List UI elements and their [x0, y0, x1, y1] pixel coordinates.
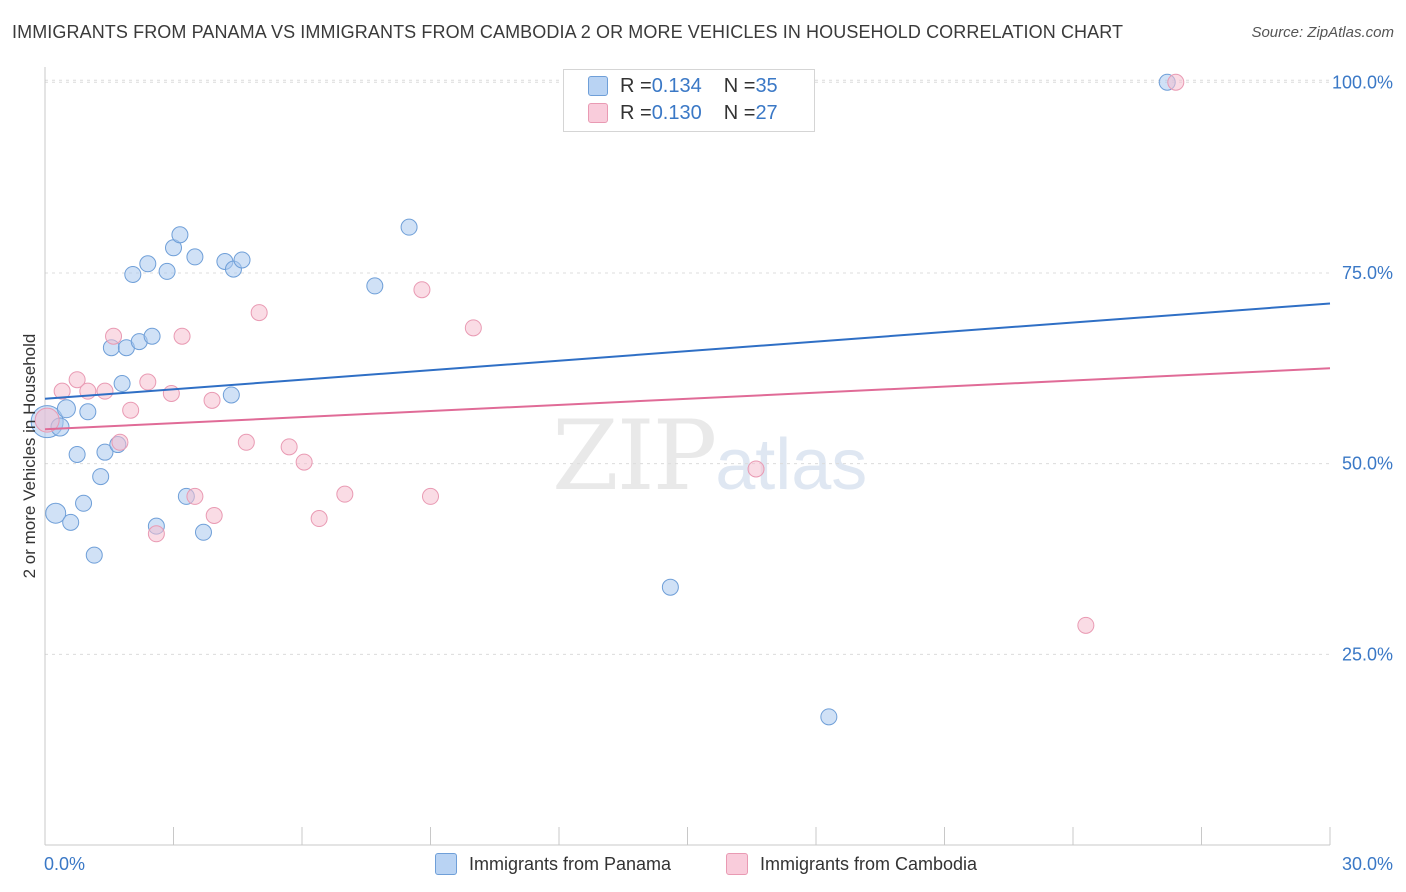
panama-point-15	[124, 265, 142, 283]
panama-point-10	[96, 443, 114, 461]
panama-point-29	[233, 251, 251, 269]
y-tick-label-1: 50.0%	[1342, 454, 1393, 474]
panama-point-33	[820, 708, 838, 726]
panama-r-value: 0.134	[651, 74, 702, 97]
panama-point-20	[158, 262, 176, 280]
chart-title: IMMIGRANTS FROM PANAMA VS IMMIGRANTS FRO…	[12, 22, 1124, 42]
series-name-panama: Immigrants from Panama	[469, 853, 672, 874]
cambodia-point-19	[310, 510, 328, 528]
y-axis-label: 2 or more Vehicles in Household	[20, 333, 39, 579]
cambodia-r-value: 0.130	[651, 101, 702, 124]
cambodia-point-22	[422, 487, 439, 505]
panama-point-9	[92, 468, 110, 486]
panama-point-25	[194, 523, 212, 541]
panama-point-27	[222, 386, 240, 404]
watermark-zip: ZIP	[552, 400, 717, 512]
watermark-atlas: atlas	[715, 425, 868, 505]
panama-point-24	[186, 248, 204, 266]
panama-point-6	[75, 494, 93, 512]
cambodia-point-8	[139, 373, 157, 391]
cambodia-point-18	[295, 453, 313, 471]
legend-row-panama: R = 0.134 N = 35	[588, 74, 778, 98]
legend-row-cambodia: R = 0.130 N = 27	[588, 101, 778, 125]
cambodia-point-24	[747, 460, 765, 478]
cambodia-n-value: 27	[755, 101, 778, 124]
source-label: Source: ZipAtlas.com	[1251, 24, 1394, 41]
panama-point-17	[139, 255, 157, 273]
cambodia-point-6	[111, 433, 129, 451]
cambodia-swatch	[588, 103, 608, 123]
cambodia-point-25	[1077, 616, 1095, 634]
panama-r-label: R =	[620, 74, 652, 97]
panama-point-31	[400, 218, 418, 236]
y-tick-label-0: 25.0%	[1342, 644, 1393, 664]
panama-point-18	[143, 327, 161, 345]
cambodia-point-13	[203, 391, 221, 409]
panama-point-30	[366, 277, 384, 295]
series-swatch-panama	[435, 853, 457, 875]
cambodia-point-0	[34, 407, 60, 433]
cambodia-point-16	[250, 304, 268, 322]
cambodia-point-5	[105, 327, 123, 345]
cambodia-point-17	[280, 438, 298, 456]
cambodia-point-12	[186, 487, 204, 505]
cambodia-point-15	[237, 433, 255, 451]
panama-swatch	[588, 76, 608, 96]
cambodia-point-2	[68, 371, 86, 389]
panama-point-13	[113, 375, 131, 393]
y-tick-label-2: 75.0%	[1342, 263, 1393, 283]
panama-point-22	[171, 226, 189, 244]
series-legend-panama: Immigrants from Panama	[435, 851, 671, 877]
cambodia-point-23	[464, 319, 482, 337]
x-tick-label-0: 0.0%	[44, 854, 85, 874]
correlation-legend: R = 0.134 N = 35 R = 0.130 N = 27	[563, 69, 815, 132]
watermark: ZIPatlas	[552, 400, 867, 512]
cambodia-point-26	[1167, 73, 1185, 91]
cambodia-point-10	[162, 384, 180, 402]
panama-point-3	[56, 399, 76, 419]
panama-point-4	[62, 513, 80, 531]
cambodia-point-20	[336, 485, 354, 503]
panama-point-5	[68, 445, 86, 463]
panama-point-7	[79, 403, 97, 421]
cambodia-point-14	[205, 506, 223, 524]
cambodia-point-4	[96, 382, 114, 400]
series-name-cambodia: Immigrants from Cambodia	[760, 853, 978, 874]
y-tick-label-3: 100.0%	[1332, 72, 1393, 92]
panama-point-32	[661, 578, 679, 596]
panama-n-value: 35	[755, 74, 778, 97]
cambodia-point-1	[53, 382, 71, 400]
cambodia-point-11	[173, 327, 191, 345]
x-tick-label-1: 30.0%	[1342, 854, 1393, 874]
cambodia-r-label: R =	[620, 101, 652, 124]
panama-point-8	[85, 546, 103, 564]
cambodia-trend-line	[44, 367, 1331, 431]
panama-point-1	[45, 502, 67, 524]
cambodia-point-9	[147, 525, 165, 543]
panama-n-label: N =	[723, 74, 756, 97]
cambodia-point-7	[122, 401, 140, 419]
cambodia-point-21	[413, 281, 431, 299]
series-legend-cambodia: Immigrants from Cambodia	[726, 851, 977, 877]
series-swatch-cambodia	[726, 853, 748, 875]
cambodia-n-label: N =	[723, 101, 756, 124]
panama-trend-line	[44, 302, 1331, 400]
